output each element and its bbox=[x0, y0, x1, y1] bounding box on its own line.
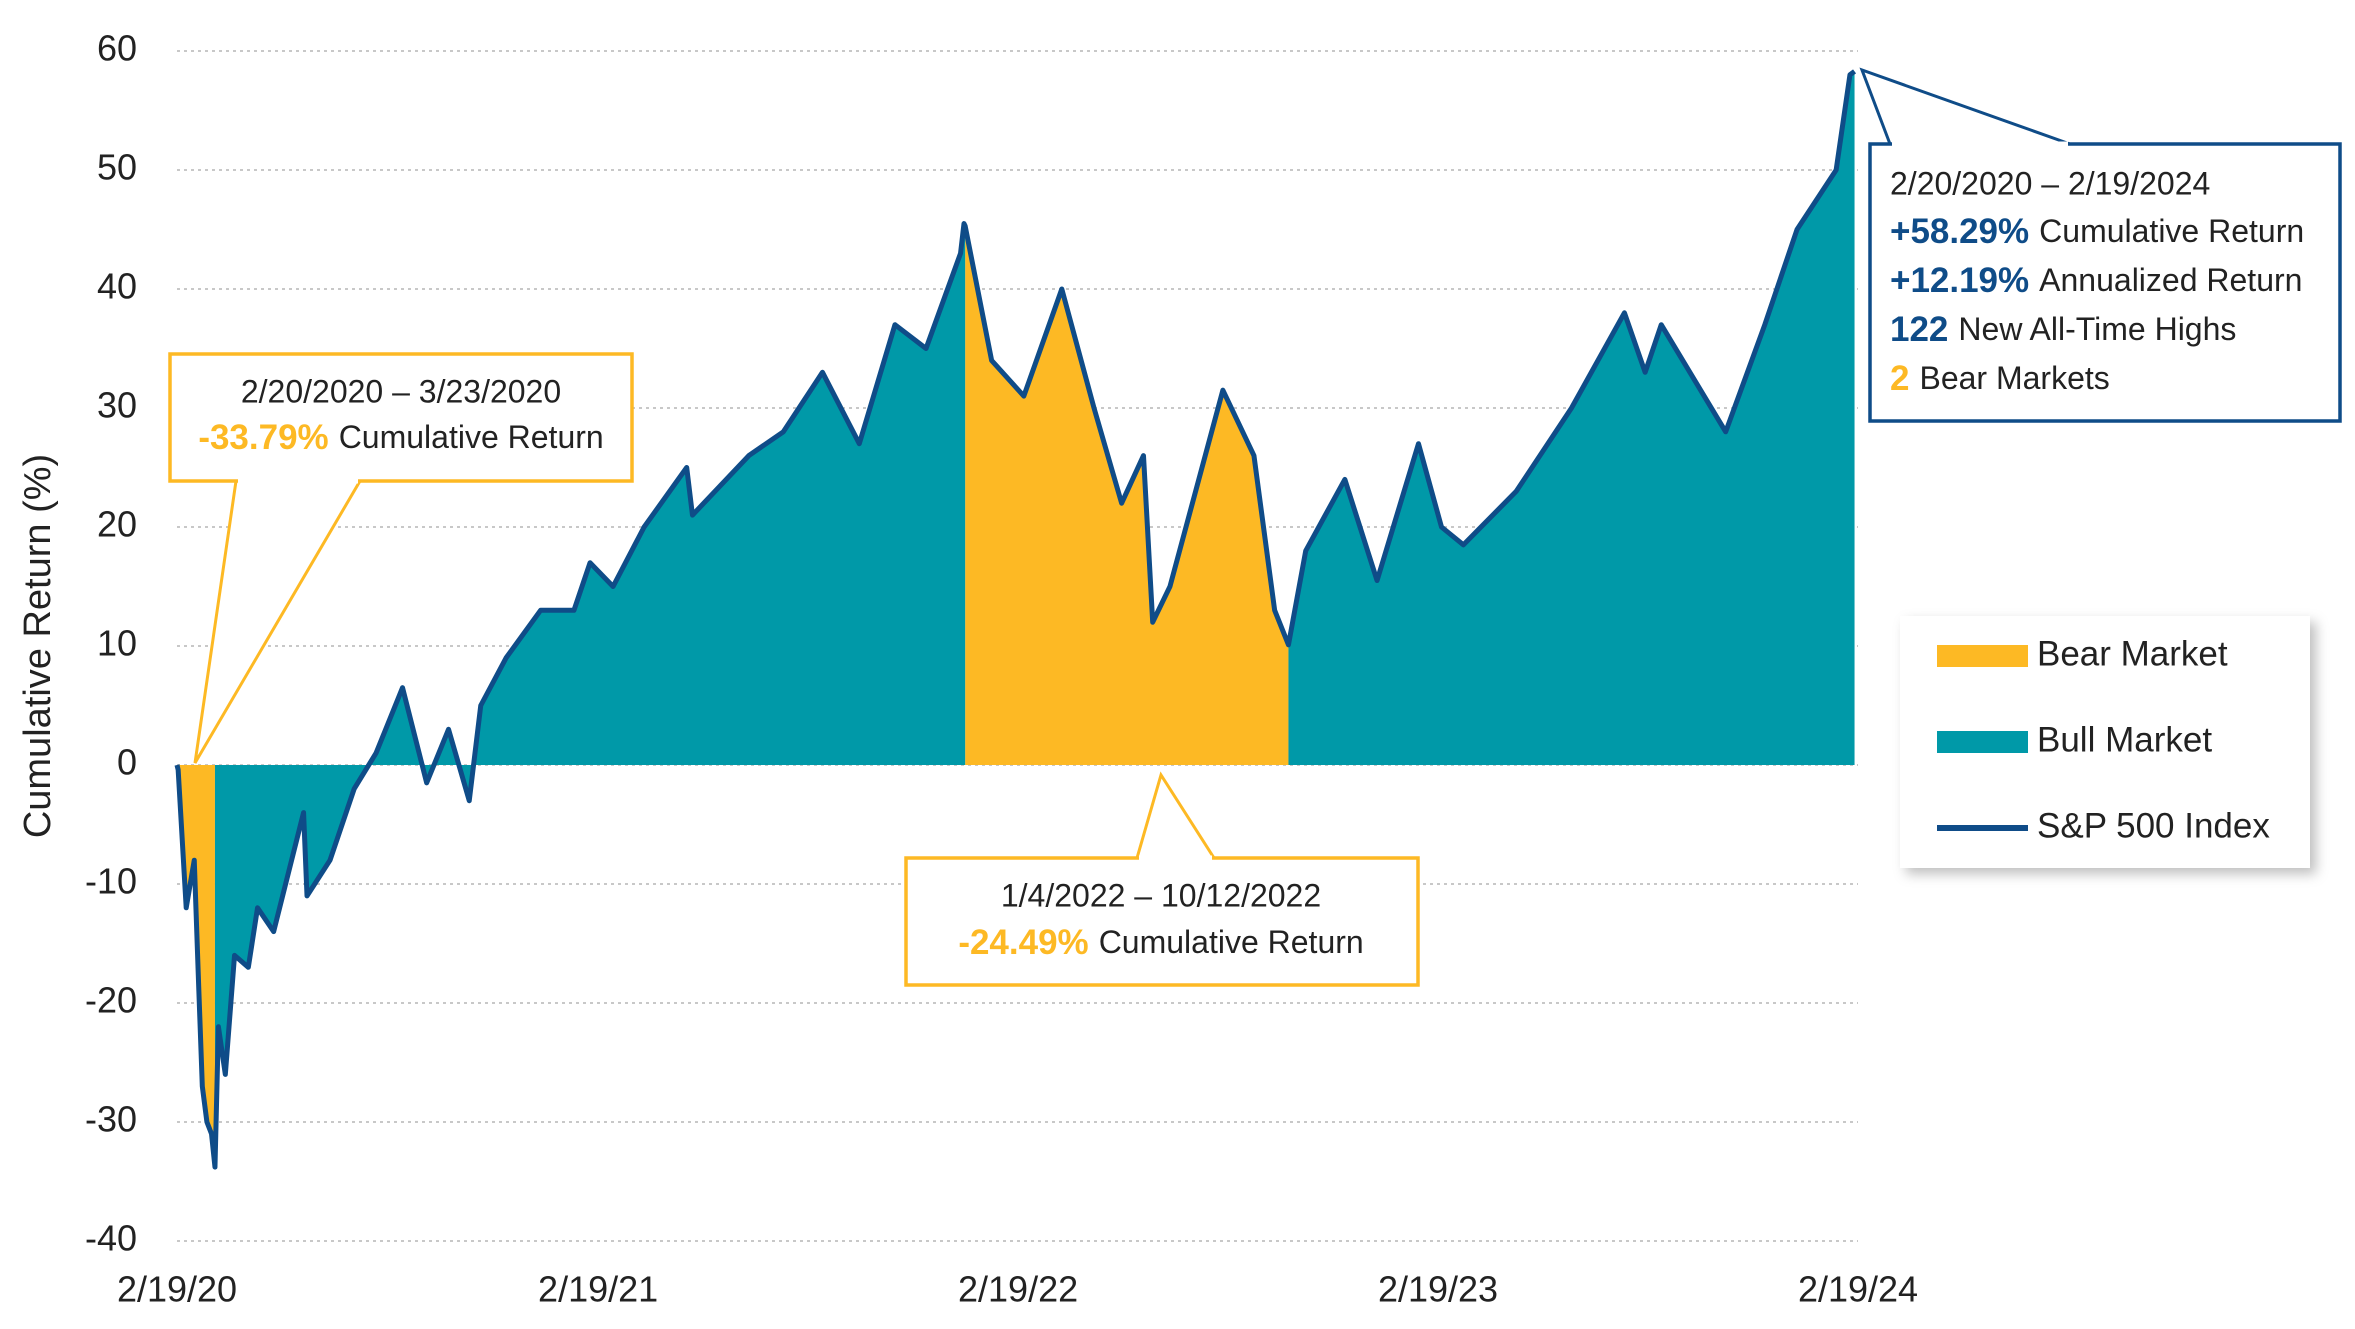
x-tick-label: 2/19/20 bbox=[117, 1269, 237, 1310]
summary-title: 2/20/2020 – 2/19/2024 bbox=[1890, 165, 2210, 201]
callout-pointer bbox=[1859, 67, 2071, 146]
annotation-value: +12.19% bbox=[1890, 261, 2029, 300]
x-tick-label: 2/19/24 bbox=[1798, 1269, 1918, 1310]
y-tick-label: 40 bbox=[97, 266, 137, 307]
annotation-value: +58.29% bbox=[1890, 212, 2029, 251]
y-tick-label: 20 bbox=[97, 504, 137, 545]
legend-swatch bbox=[1937, 731, 2028, 753]
annotation-text: Bear Markets bbox=[1919, 360, 2109, 396]
annotation-text: Annualized Return bbox=[2039, 262, 2302, 298]
annotation-text: Cumulative Return bbox=[1099, 924, 1364, 960]
y-tick-label: 0 bbox=[117, 742, 137, 783]
callout-box bbox=[904, 856, 1420, 987]
area bbox=[178, 765, 215, 1168]
annotation-text: Cumulative Return bbox=[339, 419, 604, 455]
x-tick-label: 2/19/21 bbox=[538, 1269, 658, 1310]
y-tick-label: 60 bbox=[97, 28, 137, 69]
annotation-value: 122 bbox=[1890, 310, 1948, 349]
annotation-value: -33.79% bbox=[198, 418, 328, 457]
legend-swatch bbox=[1937, 645, 2028, 667]
y-tick-label: -30 bbox=[85, 1099, 137, 1140]
annotation-text: New All-Time Highs bbox=[1958, 311, 2236, 347]
annotation-title: 2/20/2020 – 3/23/2020 bbox=[241, 373, 561, 409]
line bbox=[174, 69, 1857, 1170]
x-tick-label: 2/19/22 bbox=[958, 1269, 1078, 1310]
annotation-line: -33.79% Cumulative Return bbox=[198, 418, 603, 457]
area bbox=[1288, 71, 1855, 765]
y-axis-title: Cumulative Return (%) bbox=[17, 454, 59, 838]
annotation-value: -24.49% bbox=[958, 923, 1088, 962]
annotation-line: 122 New All-Time Highs bbox=[1890, 310, 2236, 349]
legend-label: S&P 500 Index bbox=[2037, 806, 2270, 845]
x-tick-label: 2/19/23 bbox=[1378, 1269, 1498, 1310]
annotation-title: 1/4/2022 – 10/12/2022 bbox=[1001, 877, 1321, 913]
callout-pointer bbox=[193, 479, 363, 764]
y-tick-label: -20 bbox=[85, 980, 137, 1021]
y-tick-label: 10 bbox=[97, 623, 137, 664]
annotation-line: +58.29% Cumulative Return bbox=[1890, 212, 2304, 251]
annotation-line: +12.19% Annualized Return bbox=[1890, 261, 2302, 300]
legend-label: Bull Market bbox=[2037, 720, 2212, 759]
callout-box bbox=[168, 352, 634, 483]
y-tick-label: -40 bbox=[85, 1218, 137, 1259]
callout-box bbox=[1868, 142, 2342, 423]
y-tick-label: -10 bbox=[85, 861, 137, 902]
legend-label: Bear Market bbox=[2037, 634, 2228, 673]
y-tick-label: 50 bbox=[97, 147, 137, 188]
y-tick-label: 30 bbox=[97, 385, 137, 426]
annotation-line: 2 Bear Markets bbox=[1890, 359, 2110, 398]
area bbox=[214, 223, 966, 1168]
annotation-text: Cumulative Return bbox=[2039, 213, 2304, 249]
callout-pointer bbox=[1135, 771, 1217, 860]
annotation-value: 2 bbox=[1890, 359, 1909, 398]
annotation-line: -24.49% Cumulative Return bbox=[958, 923, 1363, 962]
